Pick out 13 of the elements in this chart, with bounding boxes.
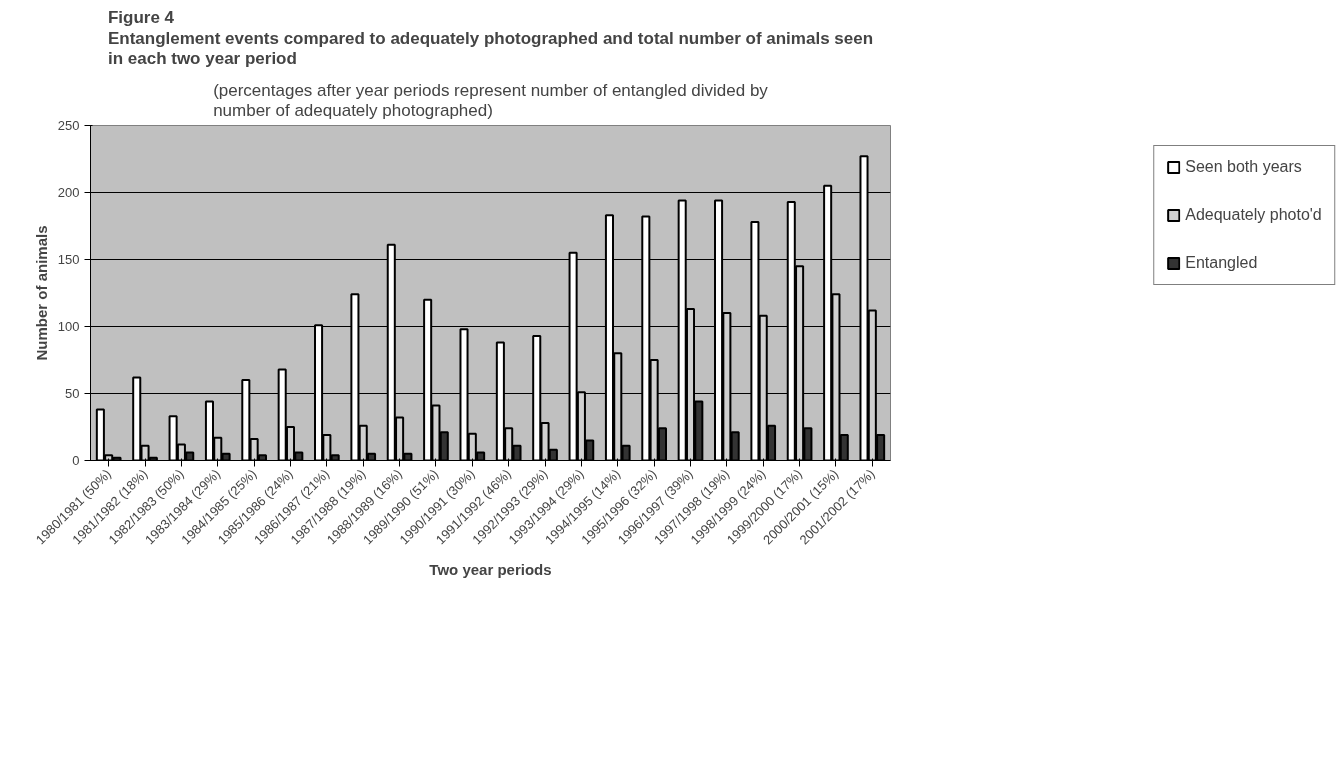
legend-label: Adequately photo'd — [1185, 206, 1322, 224]
y-tick-label: 50 — [65, 386, 80, 401]
y-tick-label: 100 — [57, 319, 80, 334]
y-tick-label: 250 — [57, 118, 80, 133]
legend-label: Seen both years — [1185, 158, 1302, 176]
y-tick-label: 0 — [72, 453, 80, 468]
y-tick-label: 200 — [57, 185, 80, 200]
x-axis-title: Two year periods — [429, 560, 552, 578]
y-axis-title: Number of animals — [32, 225, 50, 361]
legend-label: Entangled — [1185, 254, 1258, 272]
chart-title: Figure 4 Entanglement events compared to adequately photographed and total number of animals seen in each two year period — [107, 7, 874, 69]
y-tick-label: 150 — [57, 252, 80, 267]
chart-subtitle: (percentages after year periods represent number of entangled divided by number of adequately photographed) — [213, 80, 769, 121]
